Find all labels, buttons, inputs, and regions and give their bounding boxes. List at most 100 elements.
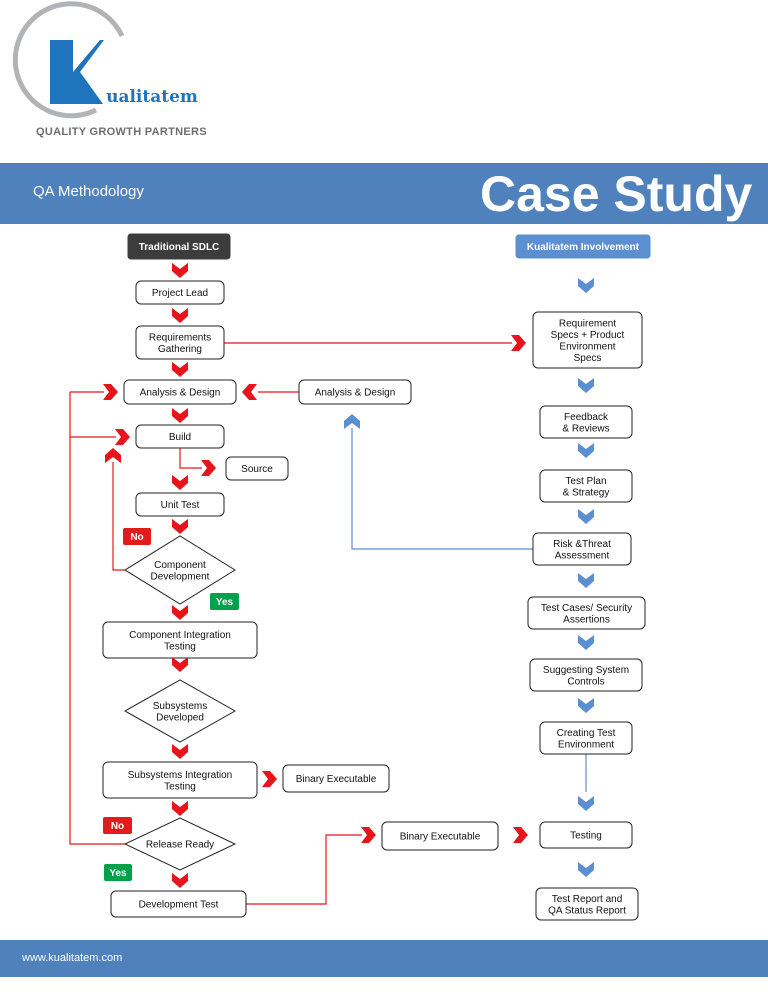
chevron-down-icon <box>172 744 188 759</box>
build-box: Build <box>135 424 225 449</box>
node-label: Build <box>169 432 191 443</box>
node-label: Gathering <box>158 344 202 355</box>
footer-url[interactable]: www.kualitatem.com <box>22 952 123 964</box>
chevron-down-icon <box>578 509 594 524</box>
release-ready-diamond: Release Ready <box>123 817 237 871</box>
chevron-left-icon <box>242 384 257 400</box>
node-label: Controls <box>567 676 604 687</box>
node-label: Testing <box>570 831 602 842</box>
chevron-down-icon <box>578 862 594 877</box>
chevron-right-icon <box>115 429 130 445</box>
node-label: Suggesting System <box>543 665 629 676</box>
node-label: Risk &Threat <box>553 539 611 550</box>
node-label: Testing <box>164 641 196 652</box>
diamond-shape <box>123 679 237 743</box>
development-test-box: Development Test <box>110 890 247 918</box>
node-label: Component <box>154 560 206 571</box>
node-label: & Reviews <box>562 423 609 434</box>
chevron-down-icon <box>172 873 188 888</box>
box-shape <box>532 532 632 566</box>
testing-box: Testing <box>539 821 633 849</box>
chevron-down-icon <box>578 278 594 293</box>
node-label: & Strategy <box>563 487 610 498</box>
box-shape <box>298 379 412 405</box>
box-shape <box>539 721 633 755</box>
diamond-shape <box>123 817 237 871</box>
node-label: Binary Executable <box>400 832 481 843</box>
chevron-right-icon <box>103 384 118 400</box>
node-label: Component Integration <box>129 630 231 641</box>
node-label: Specs <box>574 353 602 364</box>
box-shape <box>532 311 643 369</box>
footer: www.kualitatem.com <box>0 940 768 977</box>
node-label: Environment <box>558 739 614 750</box>
chevron-down-icon <box>172 475 188 490</box>
node-label: Unit Test <box>161 500 200 511</box>
analysis-design-box: Analysis & Design <box>123 379 237 405</box>
binary-executable-box-2: Binary Executable <box>381 821 499 851</box>
chevron-down-icon <box>172 519 188 534</box>
chevron-right-icon <box>262 771 277 787</box>
node-label: Test Report and <box>552 894 623 905</box>
tagline: QUALITY GROWTH PARTNERS <box>36 126 207 138</box>
box-shape <box>515 234 651 259</box>
traditional-sdlc-header: Traditional SDLC <box>127 233 231 260</box>
node-label: No <box>130 532 143 543</box>
node-label: Traditional SDLC <box>139 242 220 253</box>
chevron-down-icon <box>578 796 594 811</box>
node-label: Testing <box>164 781 196 792</box>
box-shape <box>535 887 639 921</box>
analysis-design-side-box: Analysis & Design <box>298 379 412 405</box>
page-title: Case Study <box>480 166 753 222</box>
node-label: Development <box>151 571 210 582</box>
chevron-down-icon <box>172 605 188 620</box>
node-label: Assertions <box>563 614 610 625</box>
node-label: Test Cases/ Security <box>541 603 632 614</box>
chevron-down-icon <box>578 378 594 393</box>
node-label: Assessment <box>555 550 610 561</box>
node-label: Binary Executable <box>296 774 377 785</box>
unit-test-box: Unit Test <box>135 492 225 517</box>
node-label: Yes <box>216 597 234 608</box>
box-shape <box>110 890 247 918</box>
node-label: Requirements <box>149 332 211 343</box>
box-shape <box>225 456 289 481</box>
connector-line <box>69 392 125 845</box>
node-label: Analysis & Design <box>140 388 221 399</box>
project-lead-box: Project Lead <box>135 280 225 305</box>
node-label: No <box>111 821 124 832</box>
chevron-up-icon <box>105 448 121 463</box>
node-label: Requirement <box>559 318 616 329</box>
diamond-shape <box>124 535 236 605</box>
kualitatem-involvement-header: Kualitatem Involvement <box>515 234 651 259</box>
chevron-down-icon <box>172 657 188 672</box>
binary-executable-box: Binary Executable <box>282 764 390 793</box>
chevron-up-icon <box>344 414 360 429</box>
kualitatem-logo: ualitatem <box>12 1 198 119</box>
chevron-down-icon <box>172 801 188 816</box>
chevron-right-icon <box>513 827 528 843</box>
chevron-down-icon <box>172 263 188 278</box>
box-shape <box>529 658 643 692</box>
box-shape <box>539 821 633 849</box>
node-label: Developed <box>156 712 204 723</box>
yes-badge: Yes <box>104 864 132 881</box>
node-label: Environment <box>559 341 615 352</box>
badge-shape <box>123 528 151 545</box>
node-label: Creating Test <box>557 728 616 739</box>
badge-shape <box>210 593 239 610</box>
connector-line <box>351 428 533 550</box>
node-label: Subsystems <box>153 701 207 712</box>
box-shape <box>123 379 237 405</box>
node-label: Analysis & Design <box>315 388 396 399</box>
node-label: Specs + Product <box>551 330 625 341</box>
chevron-down-icon <box>578 573 594 588</box>
node-label: Kualitatem Involvement <box>527 242 640 253</box>
